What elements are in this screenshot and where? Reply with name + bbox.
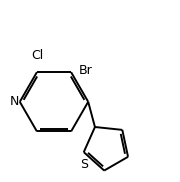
Text: Br: Br [78, 64, 92, 77]
Text: Cl: Cl [31, 49, 43, 62]
Text: N: N [10, 95, 19, 108]
Text: S: S [80, 158, 88, 171]
